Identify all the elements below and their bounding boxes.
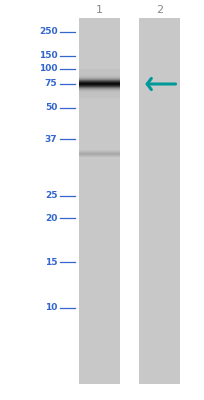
Text: 75: 75 xyxy=(44,80,57,88)
Text: 10: 10 xyxy=(45,304,57,312)
Text: 37: 37 xyxy=(44,135,57,144)
Text: 100: 100 xyxy=(39,64,57,73)
Text: 1: 1 xyxy=(95,5,102,15)
Text: 15: 15 xyxy=(45,258,57,267)
Text: 25: 25 xyxy=(45,192,57,200)
Text: 150: 150 xyxy=(39,52,57,60)
Text: 250: 250 xyxy=(39,28,57,36)
Bar xyxy=(139,18,180,384)
Bar xyxy=(79,18,119,384)
Text: 20: 20 xyxy=(45,214,57,223)
Text: 50: 50 xyxy=(45,104,57,112)
Text: 2: 2 xyxy=(156,5,163,15)
